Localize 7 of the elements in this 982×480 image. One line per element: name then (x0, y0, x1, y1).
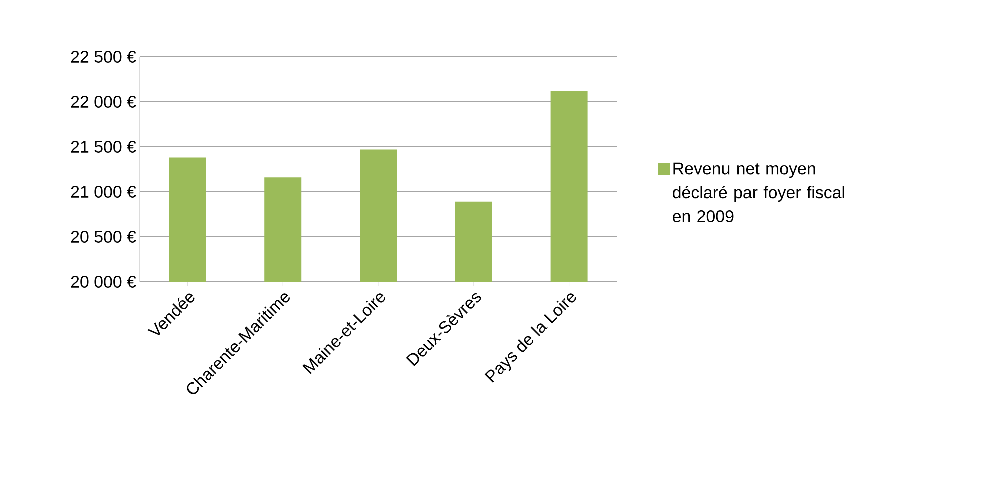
y-tick-label: 21 500 € (71, 140, 136, 153)
y-tick-label: 22 000 € (71, 96, 136, 108)
legend-label: Revenu net moyen déclaré par foyer fiscal en 2009 (673, 162, 844, 223)
y-tick-label: 21 000 € (71, 186, 136, 198)
y-tick-label: 22 500 € (71, 50, 136, 63)
y-tick-label: 20 000 € (71, 276, 136, 288)
y-tick-label: 20 500 € (71, 230, 136, 243)
